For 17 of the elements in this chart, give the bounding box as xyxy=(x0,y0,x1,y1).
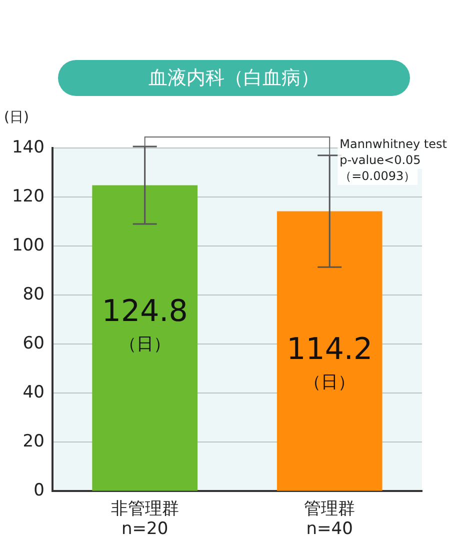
data-label: 114.2 （日） xyxy=(286,332,373,392)
chart-title: 血液内科（白血病） xyxy=(58,60,410,96)
y-tick-label: 100 xyxy=(12,235,44,256)
annotation: p-value<0.05 xyxy=(340,153,421,168)
y-tick-label: 80 xyxy=(22,284,44,305)
data-label: 124.8 （日） xyxy=(102,294,188,354)
y-axis-title: (日) xyxy=(4,110,29,126)
y-tick-label: 120 xyxy=(12,186,44,206)
x-tick-label: 管理群 n=40 xyxy=(304,498,356,540)
annotation: （=0.0093） xyxy=(340,169,416,184)
y-tick-label: 40 xyxy=(22,382,44,403)
y-tick-label: 60 xyxy=(22,334,44,354)
annotation: Mannwhitney test xyxy=(340,137,448,152)
x-tick-label: 非管理群 n=20 xyxy=(110,498,179,540)
y-tick-label: 0 xyxy=(34,480,44,501)
y-tick-label: 20 xyxy=(22,432,44,452)
y-tick-label: 140 xyxy=(12,137,44,158)
